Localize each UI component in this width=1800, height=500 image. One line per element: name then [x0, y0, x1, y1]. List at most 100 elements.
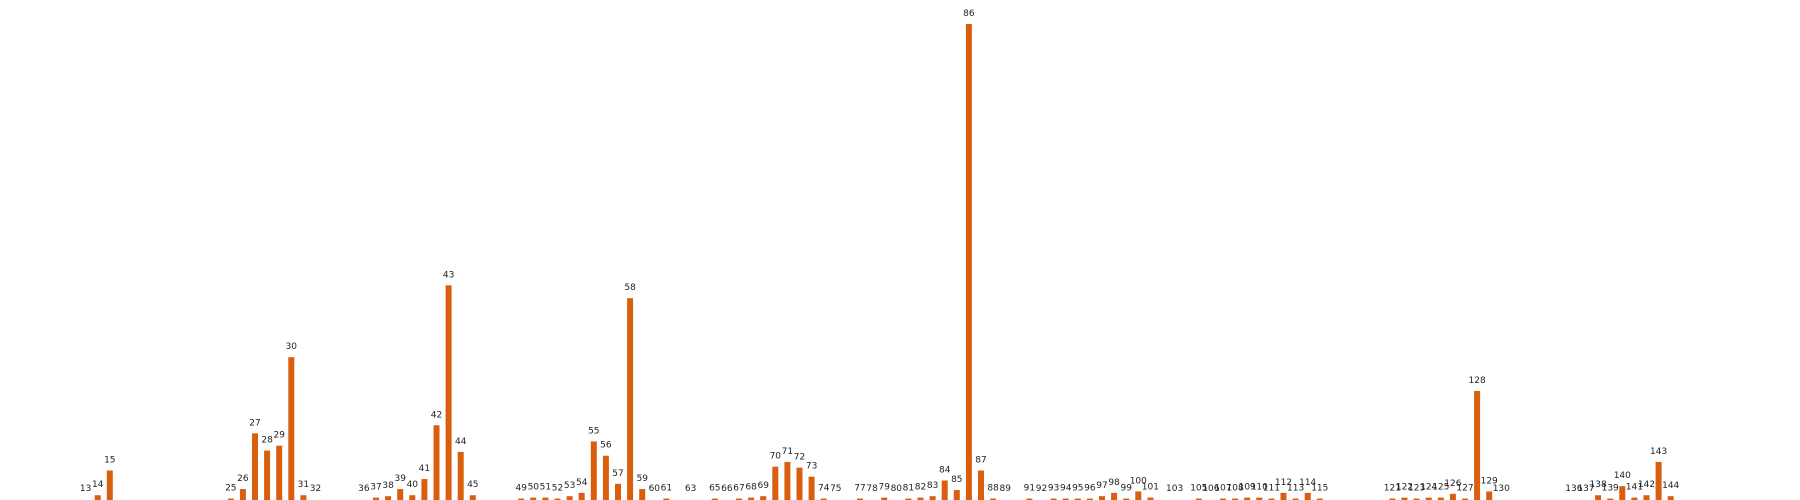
bar-label-125: 125: [1432, 483, 1449, 493]
bar-label-124: 124: [1420, 483, 1437, 493]
bar-52: [554, 498, 561, 500]
bar-label-85: 85: [951, 475, 962, 485]
bar-label-30: 30: [286, 342, 298, 352]
bar-label-89: 89: [999, 484, 1011, 494]
bar-72: [796, 467, 803, 500]
bar-57: [615, 483, 621, 500]
bar-label-112: 112: [1275, 478, 1292, 488]
bar-29: [276, 445, 283, 500]
bar-label-15: 15: [104, 455, 115, 465]
bar-label-14: 14: [92, 480, 104, 490]
bar-99: [1123, 498, 1130, 500]
bar-label-123: 123: [1408, 484, 1425, 494]
bar-label-94: 94: [1060, 484, 1072, 494]
bar-label-111: 111: [1263, 484, 1280, 494]
bar-label-66: 66: [721, 484, 733, 494]
bar-79: [881, 497, 888, 500]
bar-label-138: 138: [1590, 480, 1607, 490]
bar-65: [711, 498, 718, 500]
bar-label-78: 78: [866, 484, 878, 494]
bar-label-108: 108: [1227, 484, 1244, 494]
bar-label-143: 143: [1650, 447, 1667, 457]
bar-127: [1462, 498, 1468, 500]
bar-label-95: 95: [1072, 484, 1083, 494]
bar-59: [639, 489, 646, 500]
bar-label-26: 26: [237, 474, 249, 484]
bar-138: [1595, 495, 1602, 500]
bar-label-109: 109: [1239, 483, 1256, 493]
bar-124: [1425, 497, 1432, 500]
bar-label-69: 69: [757, 481, 769, 491]
bar-50: [530, 497, 537, 500]
bar-label-84: 84: [939, 465, 951, 475]
bar-140: [1619, 486, 1626, 500]
bar-82: [917, 497, 924, 500]
bar-label-61: 61: [661, 484, 672, 494]
bar-83: [929, 496, 936, 500]
bar-61: [663, 498, 670, 500]
bar-label-50: 50: [528, 483, 540, 493]
bar-25: [227, 498, 234, 500]
bar-label-81: 81: [903, 484, 914, 494]
bar-121: [1389, 498, 1396, 500]
bar-100: [1135, 491, 1142, 500]
bar-113: [1292, 498, 1299, 500]
bar-126: [1449, 493, 1456, 500]
bar-label-103: 103: [1166, 484, 1183, 494]
bar-label-136: 136: [1565, 484, 1582, 494]
bar-label-114: 114: [1299, 478, 1316, 488]
bar-40: [409, 495, 416, 500]
bar-95: [1074, 498, 1081, 500]
bar-label-129: 129: [1481, 476, 1498, 486]
bar-77: [857, 498, 863, 500]
bar-label-127: 127: [1456, 484, 1473, 494]
bar-label-87: 87: [975, 455, 986, 465]
bar-label-99: 99: [1120, 484, 1132, 494]
bar-label-71: 71: [782, 447, 793, 457]
bar-141: [1631, 497, 1638, 500]
bar-label-42: 42: [431, 410, 442, 420]
bar-74: [820, 498, 827, 500]
bar-114: [1304, 492, 1311, 500]
bar-84: [941, 480, 948, 500]
bar-31: [300, 495, 307, 500]
bar-label-92: 92: [1036, 484, 1047, 494]
bar-43: [445, 285, 452, 500]
bar-label-115: 115: [1311, 484, 1328, 494]
bar-label-79: 79: [878, 483, 890, 493]
bar-123: [1413, 498, 1420, 500]
bar-label-53: 53: [564, 481, 575, 491]
bar-label-128: 128: [1469, 376, 1486, 386]
bar-label-75: 75: [830, 484, 841, 494]
bar-label-29: 29: [273, 431, 285, 441]
bar-122: [1401, 497, 1408, 500]
bar-54: [578, 492, 585, 500]
bar-label-97: 97: [1096, 481, 1107, 491]
bar-label-45: 45: [467, 480, 478, 490]
bar-label-137: 137: [1577, 484, 1594, 494]
bar-label-31: 31: [298, 480, 309, 490]
bar-label-28: 28: [261, 436, 273, 446]
bar-109: [1244, 497, 1251, 500]
bar-88: [990, 498, 997, 500]
bar-70: [772, 466, 779, 500]
bar-label-91: 91: [1024, 484, 1035, 494]
bar-label-67: 67: [733, 484, 744, 494]
bar-85: [953, 490, 960, 500]
bar-58: [627, 298, 634, 500]
bar-label-68: 68: [745, 483, 757, 493]
bar-label-126: 126: [1444, 479, 1461, 489]
bar-55: [590, 441, 597, 500]
bar-94: [1062, 498, 1069, 500]
bar-14: [94, 495, 101, 500]
bar-39: [397, 489, 404, 500]
bar-label-74: 74: [818, 484, 830, 494]
bar-125: [1437, 497, 1444, 500]
bar-93: [1050, 498, 1057, 500]
bar-label-139: 139: [1602, 484, 1619, 494]
bar-label-49: 49: [515, 484, 527, 494]
bar-96: [1086, 498, 1093, 500]
bar-label-82: 82: [915, 483, 926, 493]
